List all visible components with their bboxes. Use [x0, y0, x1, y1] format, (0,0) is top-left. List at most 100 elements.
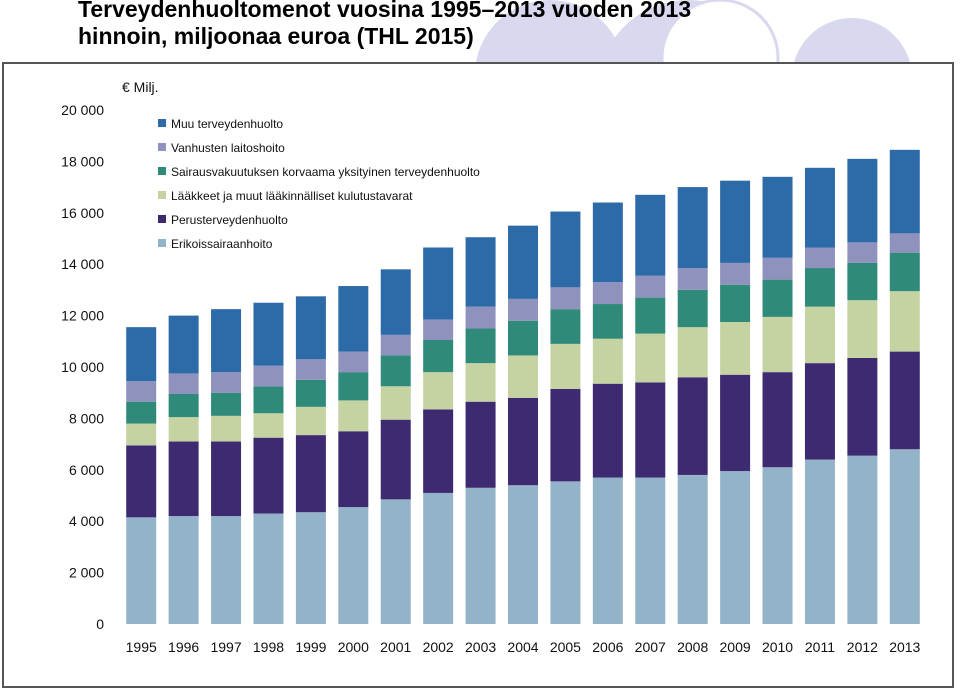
x-axis: 1995 1996 1997 1998 1999 2000 2001 2002 2003 2004… — [126, 639, 921, 655]
legend-swatch — [158, 215, 166, 223]
bar-segment — [677, 327, 708, 378]
y-tick-label: 12 000 — [61, 308, 104, 324]
bar-segment — [508, 397, 538, 486]
y-tick-label: 16 000 — [61, 205, 104, 221]
bar-segment — [889, 291, 920, 352]
bar-segment — [211, 415, 242, 442]
bar-segment — [295, 296, 326, 360]
bar-segment — [380, 334, 411, 356]
bar-segment — [762, 176, 793, 258]
x-tick-label: 2009 — [720, 639, 751, 655]
bar-segment — [295, 379, 326, 407]
bar-segment — [168, 373, 199, 394]
bar-segment — [423, 319, 454, 341]
bar-segment — [847, 158, 878, 243]
bar-segment — [635, 382, 666, 478]
header-decoration — [476, 0, 910, 62]
deco-ring — [660, 0, 780, 62]
bar-segment — [720, 284, 751, 323]
legend-swatch — [158, 167, 166, 175]
bar-segment — [465, 306, 496, 329]
bar-segment — [804, 167, 835, 248]
bar-segment — [168, 393, 199, 418]
bar-segment — [126, 381, 157, 402]
y-tick-label: 4 000 — [69, 513, 104, 529]
bar-segment — [338, 400, 369, 432]
legend-label: Muu terveydenhuolto — [171, 117, 283, 131]
x-tick-label: 2007 — [635, 639, 666, 655]
bar-segment — [126, 445, 157, 518]
x-tick-label: 2012 — [847, 639, 878, 655]
bar-segment — [550, 481, 581, 624]
bar-segment — [677, 268, 708, 290]
bars — [126, 149, 920, 624]
bar-segment — [762, 257, 793, 280]
deco-circle — [794, 18, 910, 62]
x-tick-label: 2005 — [550, 639, 581, 655]
bar-segment — [592, 202, 623, 283]
bar-segment — [423, 409, 454, 493]
bar-segment — [592, 282, 623, 305]
bar-segment — [168, 441, 199, 517]
bar-segment — [804, 268, 835, 307]
bar-segment — [253, 365, 284, 387]
bar-segment — [168, 417, 199, 442]
bar-segment — [508, 355, 538, 398]
bar-segment — [253, 513, 284, 624]
bar-segment — [762, 279, 793, 317]
bar-segment — [211, 441, 242, 517]
bar-segment — [677, 377, 708, 475]
legend-swatch — [158, 239, 166, 247]
x-tick-label: 1997 — [210, 639, 241, 655]
page-title: Terveydenhuoltomenot vuosina 1995–2013 v… — [78, 0, 692, 49]
unit-label: € Milj. — [122, 79, 159, 95]
bar-segment — [423, 340, 454, 373]
bar-segment — [847, 455, 878, 624]
bar-segment — [126, 423, 157, 446]
bar-segment — [804, 459, 835, 624]
bar-segment — [338, 351, 369, 373]
y-tick-label: 6 000 — [69, 462, 104, 478]
x-tick-label: 2003 — [465, 639, 496, 655]
bar-segment — [338, 372, 369, 401]
bar-segment — [465, 237, 496, 307]
bar-segment — [847, 300, 878, 359]
x-tick-label: 2002 — [423, 639, 454, 655]
bar-segment — [677, 474, 708, 624]
bar-segment — [592, 477, 623, 624]
x-tick-label: 2001 — [380, 639, 411, 655]
bar-segment — [508, 298, 538, 321]
bar-segment — [508, 225, 538, 299]
legend-swatch — [158, 191, 166, 199]
bar-segment — [295, 512, 326, 624]
bar-segment — [677, 289, 708, 328]
bar-segment — [550, 287, 581, 310]
x-tick-label: 1995 — [126, 639, 157, 655]
bar-segment — [762, 372, 793, 468]
bar-segment — [126, 517, 157, 624]
bar-segment — [338, 507, 369, 624]
bar-segment — [847, 242, 878, 263]
bar-segment — [720, 180, 751, 263]
bar-segment — [380, 499, 411, 624]
bar-segment — [423, 372, 454, 410]
bar-segment — [847, 358, 878, 456]
bar-segment — [253, 386, 284, 414]
bar-segment — [253, 437, 284, 514]
bar-segment — [720, 471, 751, 624]
bar-segment — [380, 419, 411, 500]
bar-segment — [635, 477, 666, 624]
bar-segment — [720, 322, 751, 375]
bar-segment — [592, 304, 623, 339]
bar-segment — [804, 306, 835, 364]
x-tick-label: 2010 — [762, 639, 793, 655]
stacked-bar-chart: € Milj. 0 2 000 4 000 6 000 8 000 10 000 12 00… — [61, 79, 921, 655]
bar-segment — [465, 328, 496, 364]
legend-label: Sairausvakuutuksen korvaama yksityinen t… — [171, 165, 480, 179]
y-tick-label: 10 000 — [61, 359, 104, 375]
legend-swatch — [158, 119, 166, 127]
x-tick-label: 2000 — [338, 639, 369, 655]
bar-segment — [889, 233, 920, 253]
bar-segment — [550, 211, 581, 288]
bar-segment — [423, 247, 454, 320]
